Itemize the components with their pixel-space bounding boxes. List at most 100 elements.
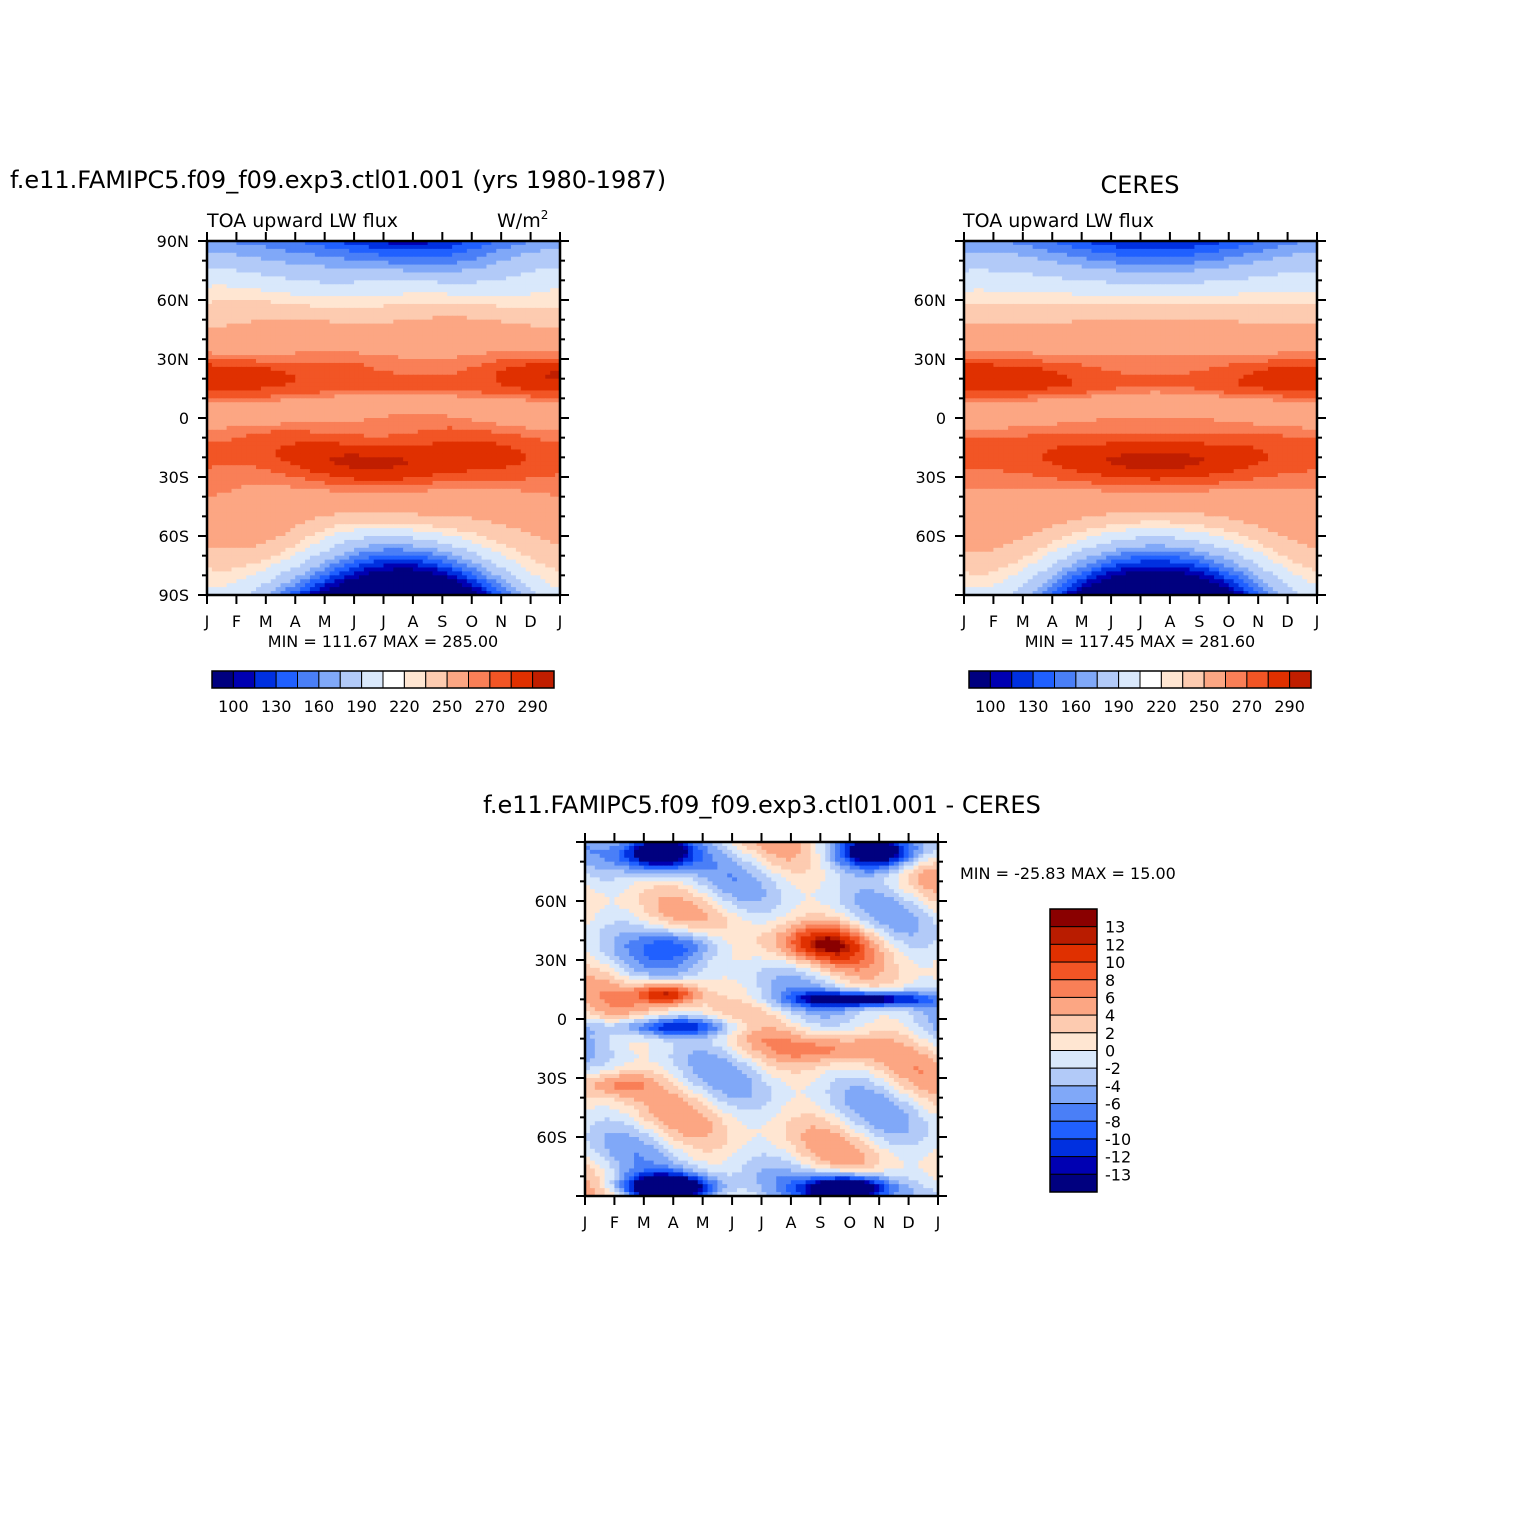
field-cell — [496, 331, 502, 336]
field-cell — [403, 453, 409, 458]
field-cell — [447, 315, 453, 321]
field-cell — [422, 508, 429, 513]
field-cell — [226, 500, 233, 506]
field-cell — [398, 296, 404, 301]
field-cell — [285, 366, 291, 372]
field-cell — [422, 484, 429, 490]
field-cell — [270, 402, 277, 407]
field-cell — [290, 382, 296, 388]
field-cell — [408, 362, 414, 368]
field-cell — [251, 382, 257, 388]
field-cell — [461, 461, 468, 466]
field-cell — [270, 260, 277, 266]
field-cell — [481, 418, 488, 423]
field-cell — [334, 335, 340, 340]
field-cell — [368, 288, 375, 293]
field-cell — [354, 418, 360, 423]
field-cell — [216, 248, 223, 254]
field-cell — [555, 465, 560, 470]
field-cell — [388, 252, 394, 258]
field-cell — [329, 272, 336, 277]
field-cell — [491, 386, 497, 392]
field-cell — [466, 480, 473, 486]
field-cell — [295, 512, 301, 517]
field-cell — [555, 296, 560, 301]
field-cell — [349, 390, 355, 395]
field-cell — [520, 449, 527, 454]
field-cell — [486, 382, 492, 388]
field-cell — [339, 492, 345, 498]
field-cell — [354, 496, 360, 502]
field-cell — [520, 351, 527, 356]
field-cell — [555, 390, 560, 395]
field-cell — [309, 406, 316, 411]
field-cell — [476, 260, 483, 266]
field-cell — [403, 425, 409, 431]
field-cell — [447, 366, 453, 372]
field-cell — [354, 402, 360, 407]
field-cell — [305, 504, 311, 510]
field-cell — [290, 433, 296, 439]
field-cell — [295, 378, 301, 384]
field-cell — [422, 272, 429, 277]
field-cell — [300, 469, 306, 474]
field-cell — [236, 512, 242, 517]
field-cell — [520, 303, 527, 309]
field-cell — [334, 410, 340, 415]
field-cell — [540, 402, 546, 407]
field-cell — [535, 303, 541, 309]
field-cell — [211, 284, 218, 289]
field-cell — [442, 347, 448, 352]
field-cell — [344, 359, 350, 364]
field-cell — [486, 469, 492, 474]
field-cell — [241, 292, 247, 297]
field-cell — [437, 256, 443, 262]
field-cell — [555, 248, 560, 254]
field-cell — [256, 276, 262, 281]
field-cell — [403, 473, 409, 478]
field-cell — [280, 252, 287, 258]
field-cell — [354, 453, 360, 458]
field-cell — [471, 445, 478, 451]
field-cell — [211, 508, 218, 513]
field-cell — [241, 347, 247, 352]
field-cell — [358, 477, 365, 482]
field-cell — [324, 492, 331, 498]
field-cell — [422, 418, 429, 423]
field-cell — [285, 272, 291, 277]
field-cell — [408, 323, 414, 329]
field-cell — [275, 445, 282, 451]
field-cell — [226, 276, 233, 281]
field-cell — [388, 260, 394, 266]
field-cell — [403, 343, 409, 348]
field-cell — [408, 331, 414, 336]
field-cell — [334, 508, 340, 513]
field-cell — [314, 359, 321, 364]
field-cell — [226, 386, 233, 392]
field-cell — [246, 362, 252, 368]
field-cell — [432, 418, 439, 423]
field-cell — [260, 284, 267, 289]
field-cell — [422, 276, 429, 281]
field-cell — [373, 410, 380, 415]
field-cell — [231, 288, 238, 293]
field-cell — [334, 366, 340, 372]
field-cell — [241, 402, 247, 407]
field-cell — [207, 366, 213, 372]
field-cell — [403, 378, 409, 384]
field-cell — [520, 248, 527, 254]
field-cell — [417, 441, 424, 447]
field-cell — [314, 276, 321, 281]
field-cell — [290, 488, 296, 494]
field-cell — [476, 492, 483, 498]
field-cell — [442, 390, 448, 395]
field-cell — [510, 331, 517, 336]
field-cell — [501, 465, 507, 470]
field-cell — [354, 335, 360, 340]
field-cell — [285, 496, 291, 502]
field-cell — [501, 351, 507, 356]
field-cell — [555, 406, 560, 411]
field-cell — [339, 327, 345, 333]
field-cell — [211, 457, 218, 462]
field-cell — [305, 331, 311, 336]
